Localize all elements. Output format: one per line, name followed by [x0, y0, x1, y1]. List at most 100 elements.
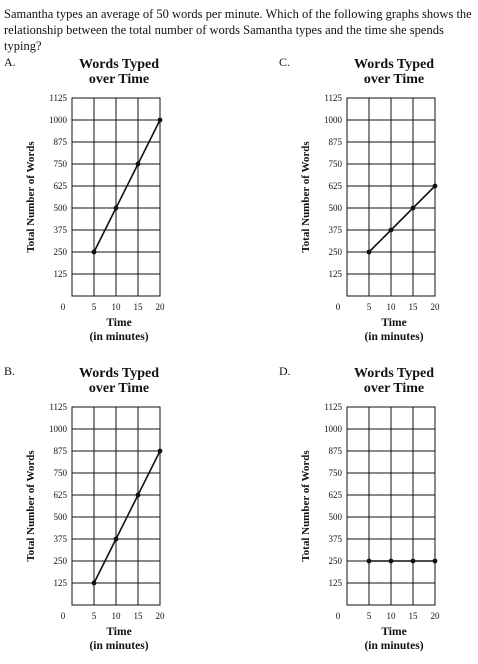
data-point	[135, 492, 141, 498]
x-axis-label-sub: (in minutes)	[89, 331, 149, 343]
y-axis-label: Total Number of Words	[25, 141, 37, 253]
y-tick-label: 125	[329, 578, 343, 588]
y-tick-label: 250	[329, 556, 343, 566]
data-point	[91, 249, 97, 255]
x-tick-label: 20	[156, 611, 166, 621]
y-tick-label: 625	[329, 181, 343, 191]
x-tick-label: 0	[336, 611, 341, 621]
x-tick-label: 15	[409, 302, 419, 312]
x-tick-label: 5	[367, 611, 372, 621]
y-tick-label: 125	[54, 269, 68, 279]
chart-title-line: Words Typed	[353, 366, 434, 381]
x-axis-label-main: Time	[106, 626, 132, 638]
option-label: C.	[279, 55, 291, 69]
y-tick-label: 1000	[324, 115, 343, 125]
data-point	[432, 183, 438, 189]
y-tick-label: 500	[329, 203, 343, 213]
data-point	[388, 227, 394, 233]
y-tick-label: 1125	[49, 93, 67, 103]
data-point	[157, 117, 163, 123]
x-axis-label-main: Time	[106, 317, 132, 329]
y-tick-label: 750	[54, 468, 68, 478]
y-tick-label: 500	[54, 203, 68, 213]
chart-title-line: Words Typed	[78, 366, 159, 381]
x-axis-label: Time (in minutes)	[54, 625, 184, 653]
x-tick-label: 0	[336, 302, 341, 312]
chart-title-line: over Time	[363, 381, 425, 396]
data-point	[113, 536, 119, 542]
y-tick-label: 125	[54, 578, 68, 588]
x-tick-label: 15	[134, 302, 144, 312]
y-tick-label: 875	[54, 446, 68, 456]
y-tick-label: 375	[54, 534, 68, 544]
y-tick-label: 875	[329, 446, 343, 456]
data-point	[410, 558, 416, 564]
x-axis-label-sub: (in minutes)	[364, 331, 424, 343]
x-axis-label-sub: (in minutes)	[89, 640, 149, 652]
chart-title: Words Typed over Time	[44, 366, 194, 396]
x-tick-label: 5	[367, 302, 372, 312]
y-axis-label: Total Number of Words	[300, 141, 312, 253]
data-point	[432, 558, 438, 564]
chart-title-line: Words Typed	[78, 57, 159, 72]
option-label: D.	[279, 364, 291, 378]
x-axis-label-main: Time	[381, 626, 407, 638]
chart-title-line: over Time	[88, 72, 150, 87]
y-tick-label: 750	[329, 159, 343, 169]
data-point	[157, 448, 163, 454]
y-tick-label: 500	[54, 512, 68, 522]
x-tick-label: 5	[92, 611, 97, 621]
graph-option-a: A. Words Typed over Time 125 250 375 500 625 750…	[4, 55, 239, 355]
x-tick-label: 20	[156, 302, 166, 312]
data-point	[388, 558, 394, 564]
y-tick-label: 1125	[324, 402, 342, 412]
y-tick-label: 250	[54, 556, 68, 566]
graph-option-c: C. Words Typed over Time 125 250 375 500 625 750…	[279, 55, 478, 355]
y-tick-label: 750	[54, 159, 68, 169]
y-axis-label: Total Number of Words	[25, 450, 37, 562]
chart-title: Words Typed over Time	[44, 57, 194, 87]
x-tick-label: 10	[112, 302, 122, 312]
y-tick-label: 250	[329, 247, 343, 257]
x-axis-label: Time (in minutes)	[329, 625, 459, 653]
x-tick-label: 15	[409, 611, 419, 621]
question-text: Samantha types an average of 50 words pe…	[4, 7, 472, 53]
x-tick-label: 5	[92, 302, 97, 312]
x-axis-label-sub: (in minutes)	[364, 640, 424, 652]
data-point	[366, 558, 372, 564]
line-chart: 125 250 375 500 625 750 875 1000 1125 0 5 10 15 20 Tot…	[300, 402, 441, 621]
y-tick-label: 250	[54, 247, 68, 257]
line-chart: 125 250 375 500 625 750 875 1000 1125 0 5 10 15 20 Tot…	[25, 402, 166, 621]
x-axis-label: Time (in minutes)	[54, 316, 184, 344]
y-tick-label: 1000	[49, 424, 68, 434]
x-tick-label: 15	[134, 611, 144, 621]
x-tick-label: 10	[387, 611, 397, 621]
y-tick-label: 375	[54, 225, 68, 235]
y-tick-label: 875	[329, 137, 343, 147]
y-tick-label: 375	[329, 225, 343, 235]
x-tick-label: 10	[112, 611, 122, 621]
y-tick-label: 1000	[324, 424, 343, 434]
y-tick-label: 625	[54, 490, 68, 500]
x-axis-label-main: Time	[381, 317, 407, 329]
x-tick-label: 10	[387, 302, 397, 312]
data-point	[91, 580, 97, 586]
data-point	[113, 205, 119, 211]
y-tick-label: 125	[329, 269, 343, 279]
x-tick-label: 0	[61, 302, 66, 312]
x-tick-label: 20	[431, 611, 441, 621]
chart-title-line: Words Typed	[353, 57, 434, 72]
data-point	[135, 161, 141, 167]
data-point	[366, 249, 372, 255]
chart-title-line: over Time	[88, 381, 150, 396]
graph-option-d: D. Words Typed over Time 125 250 375 500 625 750…	[279, 364, 478, 664]
option-label: A.	[4, 55, 16, 69]
data-point	[410, 205, 416, 211]
chart-title-line: over Time	[363, 72, 425, 87]
option-label: B.	[4, 364, 16, 378]
y-tick-label: 1000	[49, 115, 68, 125]
y-tick-label: 750	[329, 468, 343, 478]
chart-title: Words Typed over Time	[319, 366, 469, 396]
y-tick-label: 375	[329, 534, 343, 544]
y-tick-label: 1125	[49, 402, 67, 412]
